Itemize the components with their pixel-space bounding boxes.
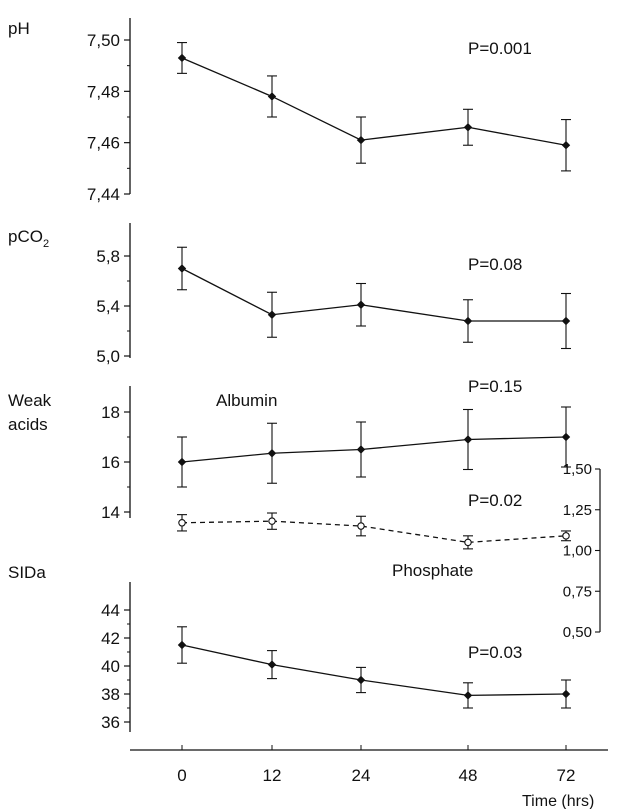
- sida-y-tick-label: 36: [101, 713, 120, 732]
- phosphate-right-tick-label: 0,50: [563, 624, 592, 641]
- phosphate-right-tick-label: 1,50: [563, 461, 592, 478]
- ph-y-tick-label: 7,48: [87, 82, 120, 101]
- phosphate-series-label: Phosphate: [392, 561, 473, 580]
- sida-y-tick-label: 38: [101, 685, 120, 704]
- ph-series-line: [181, 57, 567, 146]
- sida-series-point: [267, 660, 277, 669]
- phosphate-right-tick-label: 0,75: [563, 583, 592, 600]
- phosphate-series-point: [357, 522, 365, 530]
- ph-y-tick-label: 7,44: [87, 185, 120, 204]
- chart-marks: 7,447,467,487,505,05,45,81416180,500,751…: [87, 18, 601, 785]
- albumin-series-point: [463, 435, 473, 444]
- pco2-y-tick-label: 5,4: [96, 297, 120, 316]
- weak-acids-label-line1: Weak: [8, 391, 52, 410]
- pco2-series-point: [561, 316, 571, 326]
- ph-series-point: [561, 141, 571, 150]
- ph-series-point: [463, 123, 473, 132]
- weak-acids-y-tick-label: 18: [101, 403, 120, 422]
- sida-y-tick-label: 44: [101, 601, 120, 620]
- ph-series-point: [177, 53, 187, 63]
- sida-y-tick-label: 42: [101, 629, 120, 648]
- sida-series-point: [561, 689, 571, 699]
- x-tick-label: 0: [177, 766, 186, 785]
- albumin-p-value: P=0.15: [468, 377, 522, 396]
- sida-y-tick-label: 40: [101, 657, 120, 676]
- phosphate-right-tick-label: 1,00: [563, 543, 592, 560]
- phosphate-series-line: [181, 520, 567, 544]
- ph-y-tick-label: 7,50: [87, 31, 120, 50]
- albumin-series-point: [356, 445, 366, 454]
- ph-y-tick-label: 7,46: [87, 134, 120, 153]
- sida-panel: SIDa P=0.03: [8, 563, 522, 662]
- sida-plot: 36 38 40 42 44: [101, 582, 571, 732]
- x-tick-label: 48: [459, 766, 478, 785]
- sida-series-point: [177, 640, 187, 650]
- phosphate-series-point: [464, 538, 472, 547]
- ph-panel: pH P=0.001: [8, 19, 532, 58]
- pco2-plot: 5,0 5,4 5,8: [96, 223, 571, 366]
- weak-acids-plot: 14 16 18 0,50 0,75 1,00 1,25 1,50: [101, 386, 601, 641]
- phosphate-series-point: [178, 519, 186, 527]
- pco2-y-tick-label: 5,0: [96, 347, 120, 366]
- sida-panel-label: SIDa: [8, 563, 46, 582]
- phosphate-right-tick-label: 1,25: [563, 502, 592, 519]
- pco2-series-point: [463, 316, 473, 326]
- x-axis: Time (hrs): [130, 749, 608, 809]
- pco2-series-point: [267, 310, 277, 319]
- x-tick-label: 12: [263, 766, 282, 785]
- sida-series-point: [356, 675, 366, 685]
- phosphate-p-value: P=0.02: [468, 491, 522, 510]
- pco2-y-tick-label: 5,8: [96, 247, 120, 266]
- pco2-series-line: [181, 267, 566, 322]
- pco2-p-value: P=0.08: [468, 255, 522, 274]
- x-axis-title: Time (hrs): [522, 793, 594, 809]
- ph-plot: 7,44 7,46 7,48 7,50: [87, 18, 571, 204]
- sida-p-value: P=0.03: [468, 643, 522, 662]
- pco2-series-point: [356, 300, 366, 309]
- weak-acids-y-tick-label: 14: [101, 503, 120, 522]
- albumin-series-point: [177, 457, 187, 467]
- ph-panel-label: pH: [8, 19, 30, 38]
- phosphate-series-point: [562, 532, 570, 540]
- pco2-series-point: [177, 264, 187, 273]
- phosphate-series-point: [268, 517, 276, 525]
- weak-acids-y-tick-label: 16: [101, 453, 120, 472]
- pco2-panel: pCO2 P=0.08: [8, 227, 522, 274]
- albumin-series-point: [561, 432, 571, 442]
- albumin-series-label: Albumin: [216, 391, 277, 410]
- albumin-series-point: [267, 449, 277, 458]
- albumin-series-line: [181, 436, 567, 463]
- weak-acids-label-line2: acids: [8, 415, 48, 434]
- ph-series-point: [356, 135, 366, 145]
- sida-series-point: [463, 691, 473, 700]
- x-tick-label: 24: [352, 766, 371, 785]
- ph-series-point: [267, 92, 277, 101]
- ph-p-value: P=0.001: [468, 39, 532, 58]
- x-tick-label: 72: [557, 766, 576, 785]
- weak-acids-panel: Weak acids Albumin Phosphate P=0.15 P=0.…: [8, 377, 522, 580]
- pco2-panel-label: pCO2: [8, 227, 49, 250]
